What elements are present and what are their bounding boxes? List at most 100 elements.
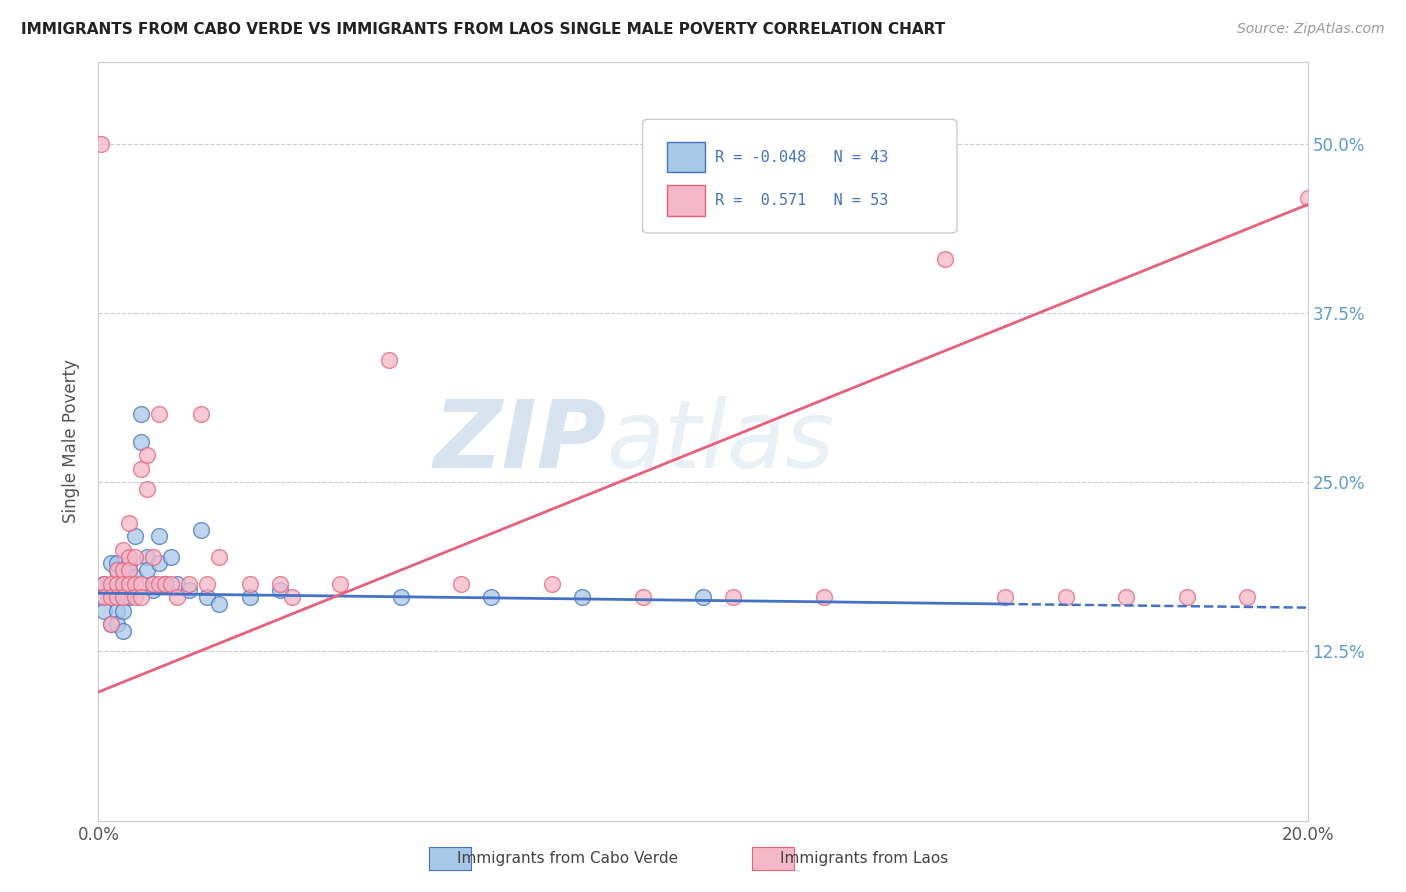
Point xyxy=(450,576,472,591)
Point xyxy=(124,591,146,605)
Text: Immigrants from Cabo Verde: Immigrants from Cabo Verde xyxy=(457,851,678,865)
Bar xyxy=(666,142,706,172)
Point xyxy=(631,591,654,605)
Point xyxy=(281,591,304,605)
Point xyxy=(813,591,835,605)
Point xyxy=(124,529,146,543)
Point xyxy=(179,583,201,598)
Point xyxy=(129,408,152,422)
Point xyxy=(135,482,157,496)
Point xyxy=(239,591,262,605)
Point xyxy=(692,591,714,605)
Text: ZIP: ZIP xyxy=(433,395,606,488)
Point xyxy=(100,591,122,605)
Point xyxy=(148,529,170,543)
Point xyxy=(208,549,231,564)
Point xyxy=(111,624,134,639)
Text: R = -0.048   N = 43: R = -0.048 N = 43 xyxy=(716,150,889,165)
FancyBboxPatch shape xyxy=(643,120,957,233)
Text: IMMIGRANTS FROM CABO VERDE VS IMMIGRANTS FROM LAOS SINGLE MALE POVERTY CORRELATI: IMMIGRANTS FROM CABO VERDE VS IMMIGRANTS… xyxy=(21,22,945,37)
Point xyxy=(118,516,141,530)
Point xyxy=(111,591,134,605)
Point xyxy=(377,353,399,368)
Text: ▪: ▪ xyxy=(766,844,785,872)
Point xyxy=(389,591,412,605)
Point xyxy=(1296,191,1319,205)
Point xyxy=(179,576,201,591)
Point xyxy=(111,542,134,557)
Point xyxy=(124,549,146,564)
Point xyxy=(111,570,134,584)
Point xyxy=(166,576,188,591)
Bar xyxy=(666,186,706,216)
Point xyxy=(93,591,115,605)
Point xyxy=(1115,591,1137,605)
Point xyxy=(190,408,212,422)
Point xyxy=(111,604,134,618)
Point xyxy=(118,563,141,577)
Point xyxy=(329,576,352,591)
Point xyxy=(111,591,134,605)
Point xyxy=(93,576,115,591)
Point xyxy=(118,583,141,598)
Point xyxy=(269,576,291,591)
Point xyxy=(1236,591,1258,605)
Point xyxy=(190,523,212,537)
Point xyxy=(129,461,152,475)
Point xyxy=(90,591,112,605)
Point xyxy=(142,576,165,591)
Point xyxy=(93,576,115,591)
Point xyxy=(160,549,183,564)
Point xyxy=(160,576,183,591)
Point xyxy=(100,617,122,632)
Point xyxy=(195,576,218,591)
Point xyxy=(105,563,128,577)
Point xyxy=(934,252,956,266)
Point xyxy=(481,591,503,605)
Point xyxy=(100,576,122,591)
Point xyxy=(93,604,115,618)
Point xyxy=(124,576,146,591)
Point xyxy=(118,563,141,577)
Text: ▪: ▪ xyxy=(443,844,461,872)
Point xyxy=(129,591,152,605)
Point xyxy=(105,604,128,618)
Point xyxy=(90,136,112,151)
Point xyxy=(153,576,176,591)
Point xyxy=(105,563,128,577)
Point xyxy=(540,576,562,591)
Point xyxy=(118,576,141,591)
Point xyxy=(118,576,141,591)
Point xyxy=(723,591,745,605)
Point xyxy=(166,591,188,605)
Point xyxy=(1175,591,1198,605)
Point xyxy=(148,576,170,591)
Point xyxy=(135,448,157,462)
Point xyxy=(100,617,122,632)
Point xyxy=(111,563,134,577)
Point xyxy=(105,576,128,591)
Point xyxy=(100,557,122,571)
Point xyxy=(269,583,291,598)
Point xyxy=(208,597,231,611)
Point xyxy=(111,576,134,591)
Point xyxy=(118,591,141,605)
Point xyxy=(118,557,141,571)
Point xyxy=(142,576,165,591)
Point xyxy=(129,434,152,449)
Point xyxy=(129,576,152,591)
Point xyxy=(142,549,165,564)
Point xyxy=(118,549,141,564)
Point xyxy=(105,617,128,632)
Point xyxy=(105,591,128,605)
Point xyxy=(994,591,1017,605)
Point xyxy=(100,583,122,598)
Point xyxy=(153,576,176,591)
Y-axis label: Single Male Poverty: Single Male Poverty xyxy=(62,359,80,524)
Point xyxy=(142,583,165,598)
Point xyxy=(148,408,170,422)
Text: Immigrants from Laos: Immigrants from Laos xyxy=(780,851,949,865)
Point xyxy=(195,591,218,605)
Point xyxy=(111,576,134,591)
Point xyxy=(124,570,146,584)
